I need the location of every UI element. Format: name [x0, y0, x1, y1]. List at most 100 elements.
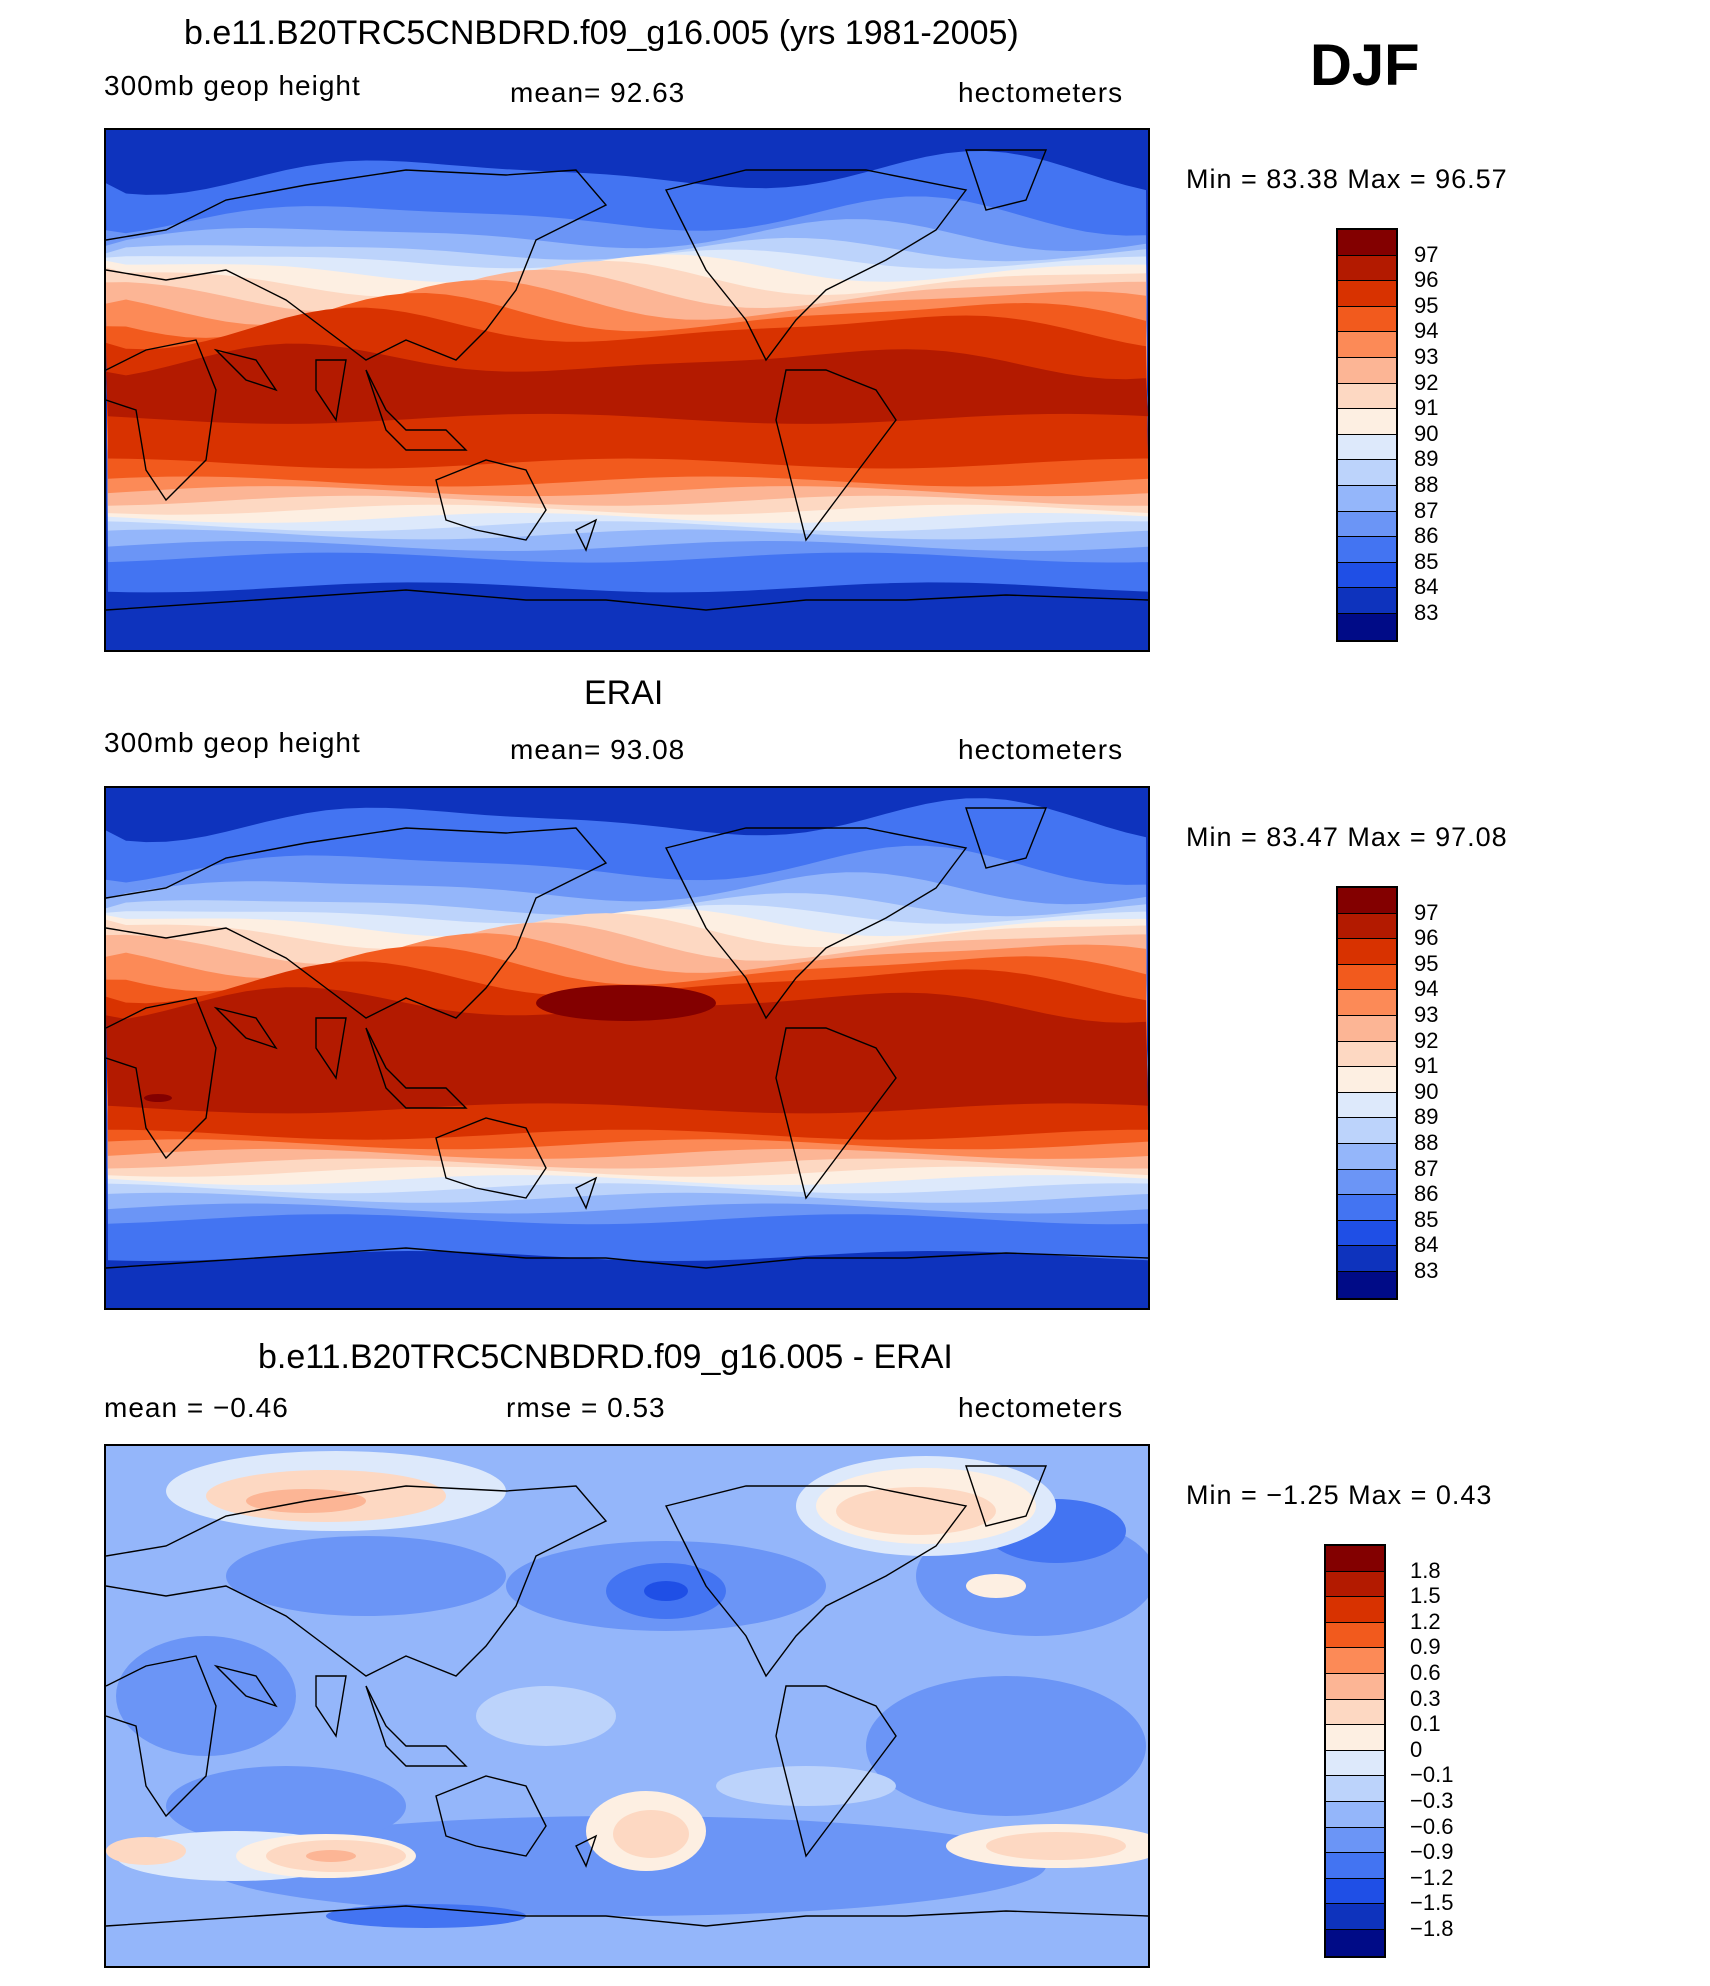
colorbar-box — [1336, 886, 1398, 1300]
coastline — [106, 1905, 1148, 1927]
colorbar-label: 85 — [1414, 548, 1439, 574]
colorbar-swatch — [1338, 1246, 1396, 1272]
colorbar-swatch — [1338, 1015, 1396, 1042]
coastline — [965, 149, 1048, 211]
colorbar-swatch — [1338, 588, 1396, 614]
colorbar-box — [1324, 1544, 1386, 1958]
colorbar-label: 94 — [1414, 976, 1439, 1002]
panel1-map — [104, 128, 1150, 652]
coastline — [106, 169, 608, 361]
colorbar-swatch — [1338, 511, 1396, 538]
colorbar-swatch — [1326, 1853, 1384, 1879]
coastline — [106, 1247, 1148, 1269]
contour-blob — [166, 1766, 406, 1846]
panel2-variable-label: 300mb geop height — [104, 727, 361, 758]
colorbar-label: 86 — [1414, 1181, 1439, 1207]
panel3-minmax: Min = −1.25 Max = 0.43 — [1186, 1480, 1493, 1510]
colorbar-swatch — [1338, 1220, 1396, 1247]
colorbar-swatch — [1338, 913, 1396, 940]
colorbar-label: 1.8 — [1410, 1557, 1441, 1583]
panel1-variable-label: 300mb geop height — [104, 70, 361, 101]
coastline — [106, 589, 1148, 611]
coastline — [575, 518, 598, 552]
colorbar-swatch — [1326, 1546, 1384, 1572]
coastline — [435, 1117, 547, 1199]
colorbar-label: 94 — [1414, 318, 1439, 344]
contour-blob — [326, 1904, 526, 1928]
contour-blob — [536, 985, 716, 1021]
colorbar-label: 93 — [1414, 344, 1439, 369]
panel3-units-label: hectometers — [958, 1392, 1124, 1423]
colorbar-label: 0.3 — [1410, 1685, 1441, 1711]
coastline — [365, 369, 468, 451]
coastline — [664, 1485, 968, 1678]
colorbar-label: 87 — [1414, 1155, 1439, 1181]
contour-blob — [644, 1581, 688, 1601]
colorbar-label: 95 — [1414, 950, 1439, 976]
colorbar-label: 95 — [1414, 292, 1439, 318]
contour-band — [106, 343, 1148, 424]
colorbar-label: −0.9 — [1410, 1839, 1454, 1865]
colorbar-swatch — [1326, 1827, 1384, 1854]
panel1-minmax: Min = 83.38 Max = 96.57 — [1186, 164, 1508, 194]
colorbar-swatch — [1338, 1041, 1396, 1068]
colorbar-swatch — [1338, 888, 1396, 914]
panel2-map — [104, 786, 1150, 1310]
panel2-minmax: Min = 83.47 Max = 97.08 — [1186, 822, 1508, 852]
colorbar-label: 84 — [1414, 574, 1439, 600]
colorbar-swatch — [1338, 537, 1396, 563]
colorbar-label: 87 — [1414, 497, 1439, 523]
colorbar-label: 0.9 — [1410, 1634, 1441, 1660]
panel2-title: ERAI — [584, 674, 664, 712]
colorbar-label: 83 — [1414, 1258, 1439, 1283]
colorbar-swatch — [1338, 332, 1396, 358]
coastline — [775, 1027, 897, 1200]
colorbar-swatch — [1338, 1169, 1396, 1196]
colorbar-label: 0.1 — [1410, 1711, 1441, 1737]
coastline — [213, 1664, 347, 1738]
colorbar-label: 85 — [1414, 1206, 1439, 1232]
colorbar-label: 84 — [1414, 1232, 1439, 1258]
coastline — [664, 169, 968, 362]
coastline — [106, 827, 608, 1019]
colorbar-label: −0.3 — [1410, 1788, 1454, 1813]
colorbar-swatch — [1338, 1092, 1396, 1119]
coastline — [775, 369, 897, 542]
coastline — [213, 1006, 347, 1080]
contour-blob — [986, 1832, 1126, 1860]
colorbar-label: 96 — [1414, 267, 1439, 293]
colorbar-label: 93 — [1414, 1002, 1439, 1027]
colorbar-label: 92 — [1414, 1027, 1439, 1053]
coastline — [435, 1775, 547, 1857]
contour-blob — [226, 1536, 506, 1616]
colorbar-swatch — [1326, 1904, 1384, 1930]
contour-blob — [613, 1810, 689, 1858]
colorbar-swatch — [1326, 1725, 1384, 1751]
panel2-units-label: hectometers — [958, 734, 1124, 765]
colorbar-label: −1.2 — [1410, 1864, 1454, 1890]
colorbar-swatch — [1338, 485, 1396, 512]
colorbar-swatch — [1326, 1571, 1384, 1598]
colorbar-swatch — [1338, 990, 1396, 1016]
colorbar-swatch — [1338, 613, 1396, 640]
coastline — [106, 339, 217, 502]
panel2-mean-label: mean= 93.08 — [510, 734, 686, 765]
contour-blob — [476, 1686, 616, 1746]
colorbar-label: 86 — [1414, 523, 1439, 549]
colorbar-label: 89 — [1414, 446, 1439, 472]
colorbar-swatch — [1338, 306, 1396, 333]
colorbar-swatch — [1338, 409, 1396, 435]
colorbar-swatch — [1338, 281, 1396, 307]
colorbar-swatch — [1326, 1673, 1384, 1700]
colorbar-label: −0.1 — [1410, 1762, 1454, 1788]
coastline — [106, 997, 217, 1160]
colorbar-label: 89 — [1414, 1104, 1439, 1130]
coastline — [106, 1485, 608, 1677]
coastline — [365, 1685, 468, 1767]
colorbar-label: −1.8 — [1410, 1916, 1454, 1941]
colorbar-label: 91 — [1414, 395, 1439, 421]
colorbar-label: 83 — [1414, 600, 1439, 625]
coastline — [575, 1834, 598, 1868]
contour-blob — [866, 1676, 1146, 1816]
colorbar-swatch — [1338, 434, 1396, 461]
